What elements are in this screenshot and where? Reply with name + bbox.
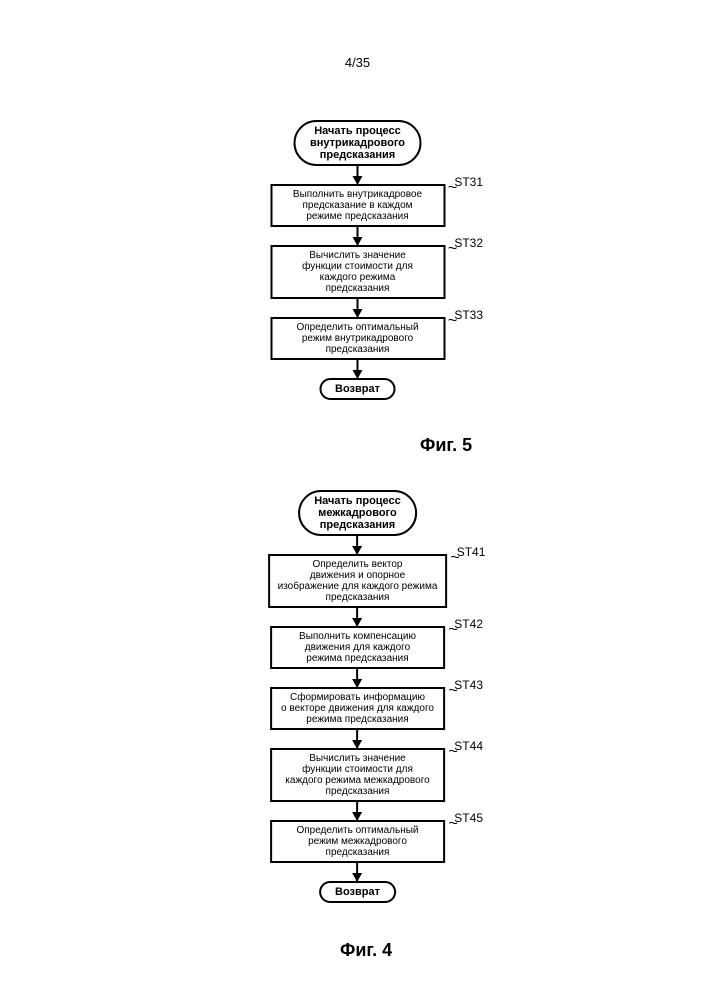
- step-label: ST33: [454, 309, 483, 322]
- figure-label-4: Фиг. 4: [340, 940, 392, 961]
- arrow: [356, 730, 358, 748]
- arrow: [356, 802, 358, 820]
- process-text: Вычислить значениефункции стоимости дляк…: [302, 250, 413, 294]
- step-label: ST45: [454, 812, 483, 825]
- step-label: ST43: [454, 679, 483, 692]
- process-text: Сформировать информациюо векторе движени…: [281, 692, 434, 725]
- process-st45: ~ ST45 Определить оптимальныйрежим межка…: [270, 820, 445, 863]
- arrow: [356, 669, 358, 687]
- flowchart-fig4: Начать процессмежкадровогопредсказания ~…: [268, 490, 448, 903]
- step-label: ST41: [457, 546, 486, 559]
- process-st42: ~ ST42 Выполнить компенсациюдвижения для…: [270, 626, 445, 669]
- arrow: [357, 299, 359, 317]
- start-terminator: Начать процессмежкадровогопредсказания: [298, 490, 417, 536]
- step-label: ST44: [454, 740, 483, 753]
- end-terminator: Возврат: [319, 378, 396, 400]
- figure-label-5: Фиг. 5: [420, 435, 472, 456]
- process-text: Выполнить внутрикадровоепредсказание в к…: [293, 189, 422, 222]
- process-st44: ~ ST44 Вычислить значениефункции стоимос…: [270, 748, 445, 802]
- page-number: 4/35: [345, 55, 370, 70]
- end-terminator: Возврат: [319, 881, 396, 903]
- process-text: Определить оптимальныйрежим межкадрового…: [296, 825, 418, 858]
- step-label: ST31: [454, 176, 483, 189]
- start-terminator: Начать процессвнутрикадровогопредсказани…: [294, 120, 421, 166]
- step-label: ST42: [454, 618, 483, 631]
- arrow: [357, 166, 359, 184]
- arrow: [357, 360, 359, 378]
- process-st41: ~ ST41 Определить вектордвижения и опорн…: [268, 554, 448, 608]
- process-st33: ~ ST33 Определить оптимальныйрежим внутр…: [270, 317, 445, 360]
- process-text: Вычислить значениефункции стоимости дляк…: [285, 753, 429, 797]
- step-label: ST32: [454, 237, 483, 250]
- process-st32: ~ ST32 Вычислить значениефункции стоимос…: [270, 245, 445, 299]
- arrow: [356, 863, 358, 881]
- process-st43: ~ ST43 Сформировать информациюо векторе …: [270, 687, 445, 730]
- process-text: Выполнить компенсациюдвижения для каждог…: [299, 631, 416, 664]
- process-text: Определить оптимальныйрежим внутрикадров…: [296, 322, 418, 355]
- arrow: [357, 227, 359, 245]
- arrow: [356, 608, 358, 626]
- arrow: [356, 536, 358, 554]
- process-text: Определить вектордвижения и опорноеизобр…: [278, 559, 438, 603]
- process-st31: ~ ST31 Выполнить внутрикадровоепредсказа…: [270, 184, 445, 227]
- flowchart-fig5: Начать процессвнутрикадровогопредсказани…: [270, 120, 445, 400]
